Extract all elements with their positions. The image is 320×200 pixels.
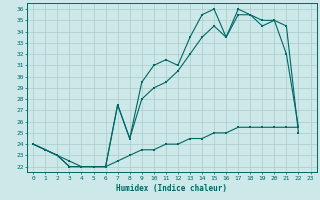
X-axis label: Humidex (Indice chaleur): Humidex (Indice chaleur) — [116, 184, 228, 193]
